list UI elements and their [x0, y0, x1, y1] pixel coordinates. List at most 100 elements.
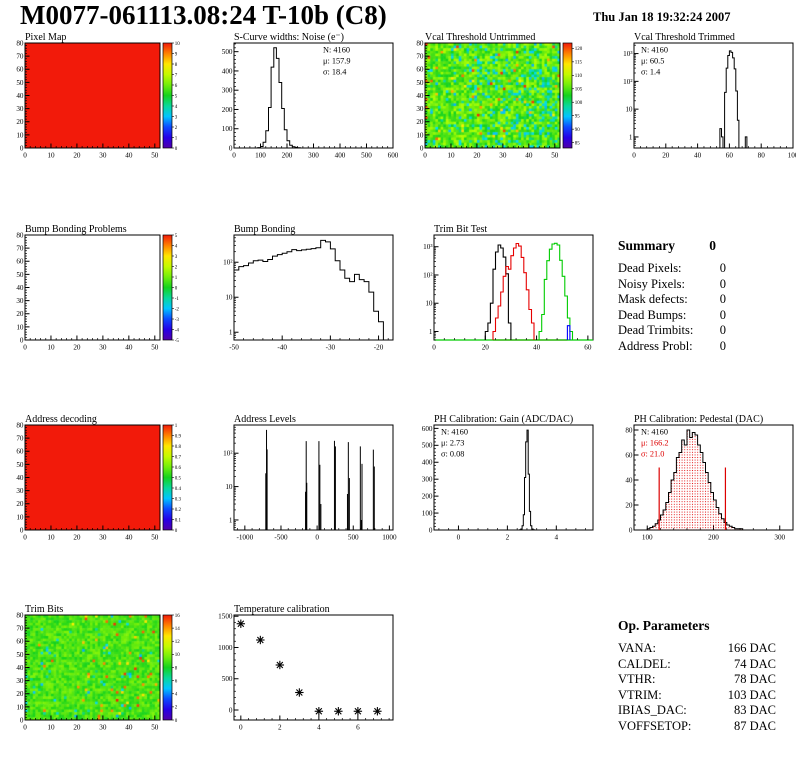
svg-text:10²: 10²: [223, 450, 232, 458]
op-value: 74 DAC: [733, 656, 776, 671]
op-label: VTHR:: [618, 672, 656, 686]
svg-text:1: 1: [175, 136, 178, 141]
panel-pixel-map: Pixel Map 0 10 20 30 40 50 0 10 20 30 40 50 60 70 80 0 1 2…: [8, 30, 198, 162]
op-row-vthr: VTHR: 78 DAC: [618, 672, 776, 688]
summary-label: Address Probl:: [618, 338, 693, 353]
summary-value: 0: [719, 338, 726, 353]
svg-text:40: 40: [416, 92, 424, 100]
svg-text:10: 10: [625, 106, 633, 114]
svg-text:10: 10: [16, 131, 24, 139]
svg-text:20: 20: [473, 152, 481, 160]
svg-text:20: 20: [482, 344, 490, 352]
svg-text:300: 300: [222, 87, 233, 95]
panel-address-levels: Address Levels -1000 -500 0 500 1000 1 10 10²: [208, 412, 398, 544]
svg-text:0: 0: [20, 144, 24, 152]
svg-text:Vcal Threshold Trimmed: Vcal Threshold Trimmed: [634, 32, 735, 43]
svg-text:10²: 10²: [423, 271, 432, 279]
svg-text:4: 4: [175, 105, 178, 110]
svg-text:-50: -50: [229, 344, 239, 352]
svg-text:0: 0: [175, 147, 178, 152]
panel-scurve-noise: S-Curve widths: Noise (e⁻) 0 100 200 300 400 5…: [208, 30, 398, 162]
svg-text:10: 10: [47, 534, 55, 542]
panel-ph-gain: PH Calibration: Gain (ADC/DAC) 0 2 4 0 100 200…: [408, 412, 598, 544]
svg-text:σ: 18.4: σ: 18.4: [323, 68, 347, 77]
svg-text:70: 70: [16, 245, 24, 253]
svg-text:50: 50: [151, 152, 159, 160]
svg-text:60: 60: [726, 152, 734, 160]
svg-text:400: 400: [335, 152, 346, 160]
ph-gain-chart: PH Calibration: Gain (ADC/DAC) 0 2 4 0 100 200…: [422, 414, 594, 542]
svg-text:-500: -500: [274, 534, 288, 542]
summary-label: Mask defects:: [618, 292, 688, 306]
svg-text:Trim Bits: Trim Bits: [25, 604, 63, 615]
svg-text:60: 60: [16, 258, 24, 266]
svg-text:60: 60: [16, 638, 24, 646]
svg-text:0: 0: [315, 534, 319, 542]
op-value: 87 DAC: [733, 718, 776, 733]
svg-text:100: 100: [422, 509, 433, 517]
summary-label: Noisy Pixels:: [618, 276, 686, 291]
svg-text:μ: 60.5: μ: 60.5: [641, 57, 664, 66]
svg-text:10: 10: [16, 323, 24, 331]
svg-text:40: 40: [125, 534, 133, 542]
svg-text:40: 40: [525, 152, 533, 160]
svg-text:Bump Bonding Problems: Bump Bonding Problems: [25, 224, 127, 235]
svg-text:80: 80: [16, 231, 24, 239]
panel-op-parameters: Op. Parameters VANA: 166 DAC CALDEL: 74 DA…: [608, 602, 796, 734]
trim-bit-test-chart: Trim Bit Test 0 20 40 60 1 10 10² 10³: [423, 224, 594, 352]
summary-value: 0: [719, 276, 726, 291]
svg-text:600: 600: [422, 425, 433, 433]
svg-text:85: 85: [575, 141, 581, 146]
svg-text:30: 30: [16, 105, 24, 113]
svg-text:14: 14: [175, 627, 181, 632]
op-value: 103 DAC: [727, 687, 776, 702]
svg-text:10: 10: [47, 724, 55, 732]
svg-text:70: 70: [416, 53, 424, 61]
svg-text:70: 70: [16, 435, 24, 443]
op-label: VANA:: [618, 641, 656, 655]
svg-text:16: 16: [175, 614, 181, 619]
svg-text:20: 20: [416, 118, 424, 126]
svg-text:-1000: -1000: [236, 534, 253, 542]
temp-calibration-chart: Temperature calibration 0 2 4 6 0 500 1000 1500: [218, 604, 394, 732]
svg-text:0: 0: [239, 724, 243, 732]
svg-text:0: 0: [175, 719, 178, 724]
svg-text:500: 500: [222, 48, 233, 56]
summary-value: 0: [719, 323, 726, 337]
svg-text:0: 0: [457, 534, 461, 542]
svg-text:400: 400: [422, 459, 433, 467]
svg-text:60: 60: [416, 66, 424, 74]
svg-text:40: 40: [16, 92, 24, 100]
svg-text:30: 30: [16, 297, 24, 305]
svg-text:600: 600: [388, 152, 398, 160]
svg-text:30: 30: [99, 724, 107, 732]
svg-text:0: 0: [632, 152, 636, 160]
svg-text:σ: 0.08: σ: 0.08: [441, 450, 464, 459]
svg-text:10³: 10³: [623, 50, 633, 58]
summary-total: 0: [709, 238, 716, 253]
panel-temp-calibration: Temperature calibration 0 2 4 6 0 500 1000 1500: [208, 602, 398, 734]
svg-text:20: 20: [73, 534, 81, 542]
vcal_untrimmed-heatmap-canvas: [425, 43, 560, 148]
svg-text:10: 10: [425, 300, 433, 308]
svg-text:N: 4160: N: 4160: [641, 46, 668, 55]
panel-trim-bit-test: Trim Bit Test 0 20 40 60 1 10 10² 10³: [408, 222, 598, 354]
svg-text:10: 10: [175, 653, 181, 658]
svg-text:120: 120: [575, 47, 583, 52]
svg-text:30: 30: [499, 152, 507, 160]
svg-text:100: 100: [575, 101, 583, 106]
svg-text:σ: 21.0: σ: 21.0: [641, 450, 664, 459]
svg-text:2: 2: [175, 706, 178, 711]
pixel-map-chart: Pixel Map 0 10 20 30 40 50 0 10 20 30 40 50 60 70 80 0 1 2…: [16, 32, 180, 160]
summary-value: 0: [719, 261, 726, 275]
svg-text:0.7: 0.7: [175, 455, 182, 460]
svg-text:100: 100: [642, 534, 653, 542]
svg-text:80: 80: [416, 39, 424, 47]
svg-text:-1: -1: [175, 297, 180, 302]
op-label: CALDEL:: [618, 656, 671, 671]
svg-text:8: 8: [175, 666, 178, 671]
svg-text:1000: 1000: [382, 534, 397, 542]
scurve-noise-chart: S-Curve widths: Noise (e⁻) 0 100 200 300 400 5…: [222, 32, 398, 160]
svg-text:100: 100: [255, 152, 266, 160]
svg-text:10³: 10³: [423, 243, 433, 251]
